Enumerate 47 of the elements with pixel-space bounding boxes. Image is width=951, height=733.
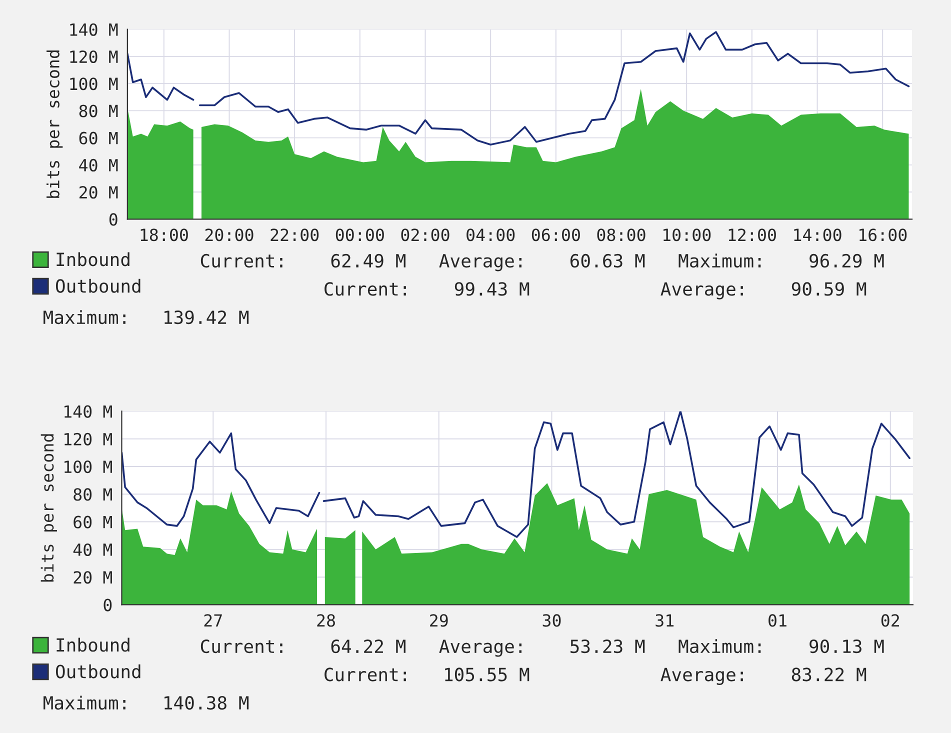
x-tick-label: 10:00 xyxy=(664,228,711,242)
y-tick-label: 0 xyxy=(104,598,112,612)
y-tick-label: 120 M xyxy=(70,50,118,64)
y-tick-label: 60 M xyxy=(74,516,112,528)
x-tick-label: 29 xyxy=(430,614,448,627)
y-tick-label: 140 M xyxy=(70,23,118,36)
x-tick-label: 22:00 xyxy=(270,228,319,242)
y-tick-label: 20 M xyxy=(80,186,118,199)
text: Current: 64.22 M Average: 53.23 M Maximum: 90.13 M xyxy=(200,639,884,657)
x-tick-label: 12:00 xyxy=(728,228,776,242)
legend-label: Inbound xyxy=(56,638,130,652)
x-tick-label: 27 xyxy=(204,614,222,627)
y-tick-label: 60 M xyxy=(79,132,118,144)
y-tick-label: 140 M xyxy=(64,405,112,418)
x-tick-label: 31 xyxy=(656,614,674,627)
y-tick-label: 40 M xyxy=(79,158,118,172)
x-tick-label: 14:00 xyxy=(794,228,842,242)
y-tick-label: 0 xyxy=(109,213,118,226)
text: Current: 99.43 M Average: 90.59 M xyxy=(324,282,866,300)
text: Maximum: 139.42 M xyxy=(44,310,249,324)
y-tick-label: 80 M xyxy=(79,104,118,118)
x-tick-label: 02 xyxy=(881,614,899,627)
y-axis-title: bits per second xyxy=(40,434,57,582)
text: Maximum: 140.38 M xyxy=(44,696,249,710)
x-tick-label: 28 xyxy=(317,614,335,627)
y-tick-label: 80 M xyxy=(74,488,112,501)
x-tick-label: 08:00 xyxy=(597,228,646,242)
x-tick-label: 01 xyxy=(768,614,786,627)
y-tick-label: 20 M xyxy=(74,571,112,584)
y-tick-label: 100 M xyxy=(70,78,118,90)
y-tick-label: 100 M xyxy=(64,460,112,474)
x-tick-label: 18:00 xyxy=(140,228,188,242)
y-tick-label: 40 M xyxy=(73,543,112,556)
x-tick-label: 16:00 xyxy=(860,228,907,242)
legend-label: Inbound xyxy=(56,252,130,266)
text: Current: 105.55 M Average: 83.22 M xyxy=(324,668,866,685)
x-tick-label: 20:00 xyxy=(205,228,254,242)
legend-label: Outbound xyxy=(56,278,140,293)
y-tick-label: 120 M xyxy=(64,432,112,446)
text: Current: 62.49 M Average: 60.63 M Maximum: 96.29 M xyxy=(200,254,884,272)
y-axis-title: bits per second xyxy=(46,50,63,198)
x-tick-label: 00:00 xyxy=(336,228,384,242)
x-tick-label: 30 xyxy=(542,614,561,627)
legend-label: Outbound xyxy=(56,664,140,678)
x-tick-label: 02:00 xyxy=(401,228,450,242)
x-tick-label: 06:00 xyxy=(532,228,580,242)
x-tick-label: 04:00 xyxy=(466,228,515,242)
